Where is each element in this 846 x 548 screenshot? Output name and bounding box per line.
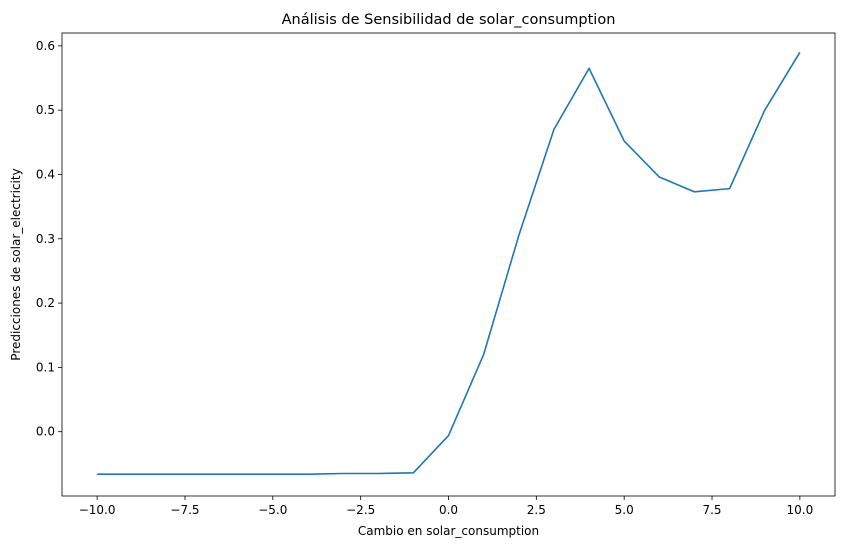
x-tick-label: 5.0 <box>615 503 634 517</box>
y-tick-label: 0.1 <box>36 360 55 374</box>
x-tick-label: −7.5 <box>170 503 199 517</box>
x-tick-label: 2.5 <box>527 503 546 517</box>
y-tick-label: 0.6 <box>36 39 55 53</box>
x-tick-label: −5.0 <box>258 503 287 517</box>
data-marks <box>97 51 801 475</box>
x-axis-title: Cambio en solar_consumption <box>358 524 539 538</box>
axis-ticks: −10.0 −7.5 −5.0 −2.5 0.0 2.5 5.0 7.5 10.0 0.0 0.1 0… <box>36 39 813 517</box>
chart-title: Análisis de Sensibilidad de solar_consum… <box>282 12 616 28</box>
y-tick-label: 0.0 <box>36 425 55 439</box>
y-tick-label: 0.2 <box>36 296 55 310</box>
y-axis-title: Predicciones de solar_electricity <box>9 168 23 360</box>
x-tick-label: 7.5 <box>702 503 721 517</box>
x-tick-label: 10.0 <box>787 503 814 517</box>
series-line-0 <box>97 51 801 475</box>
y-tick-label: 0.3 <box>36 232 55 246</box>
x-tick-label: 0.0 <box>439 503 458 517</box>
y-tick-label: 0.5 <box>36 103 55 117</box>
x-tick-label: −2.5 <box>346 503 375 517</box>
plot-frame <box>61 32 836 497</box>
y-tick-label: 0.4 <box>36 167 55 181</box>
x-tick-label: −10.0 <box>79 503 116 517</box>
plot-area <box>61 32 836 497</box>
